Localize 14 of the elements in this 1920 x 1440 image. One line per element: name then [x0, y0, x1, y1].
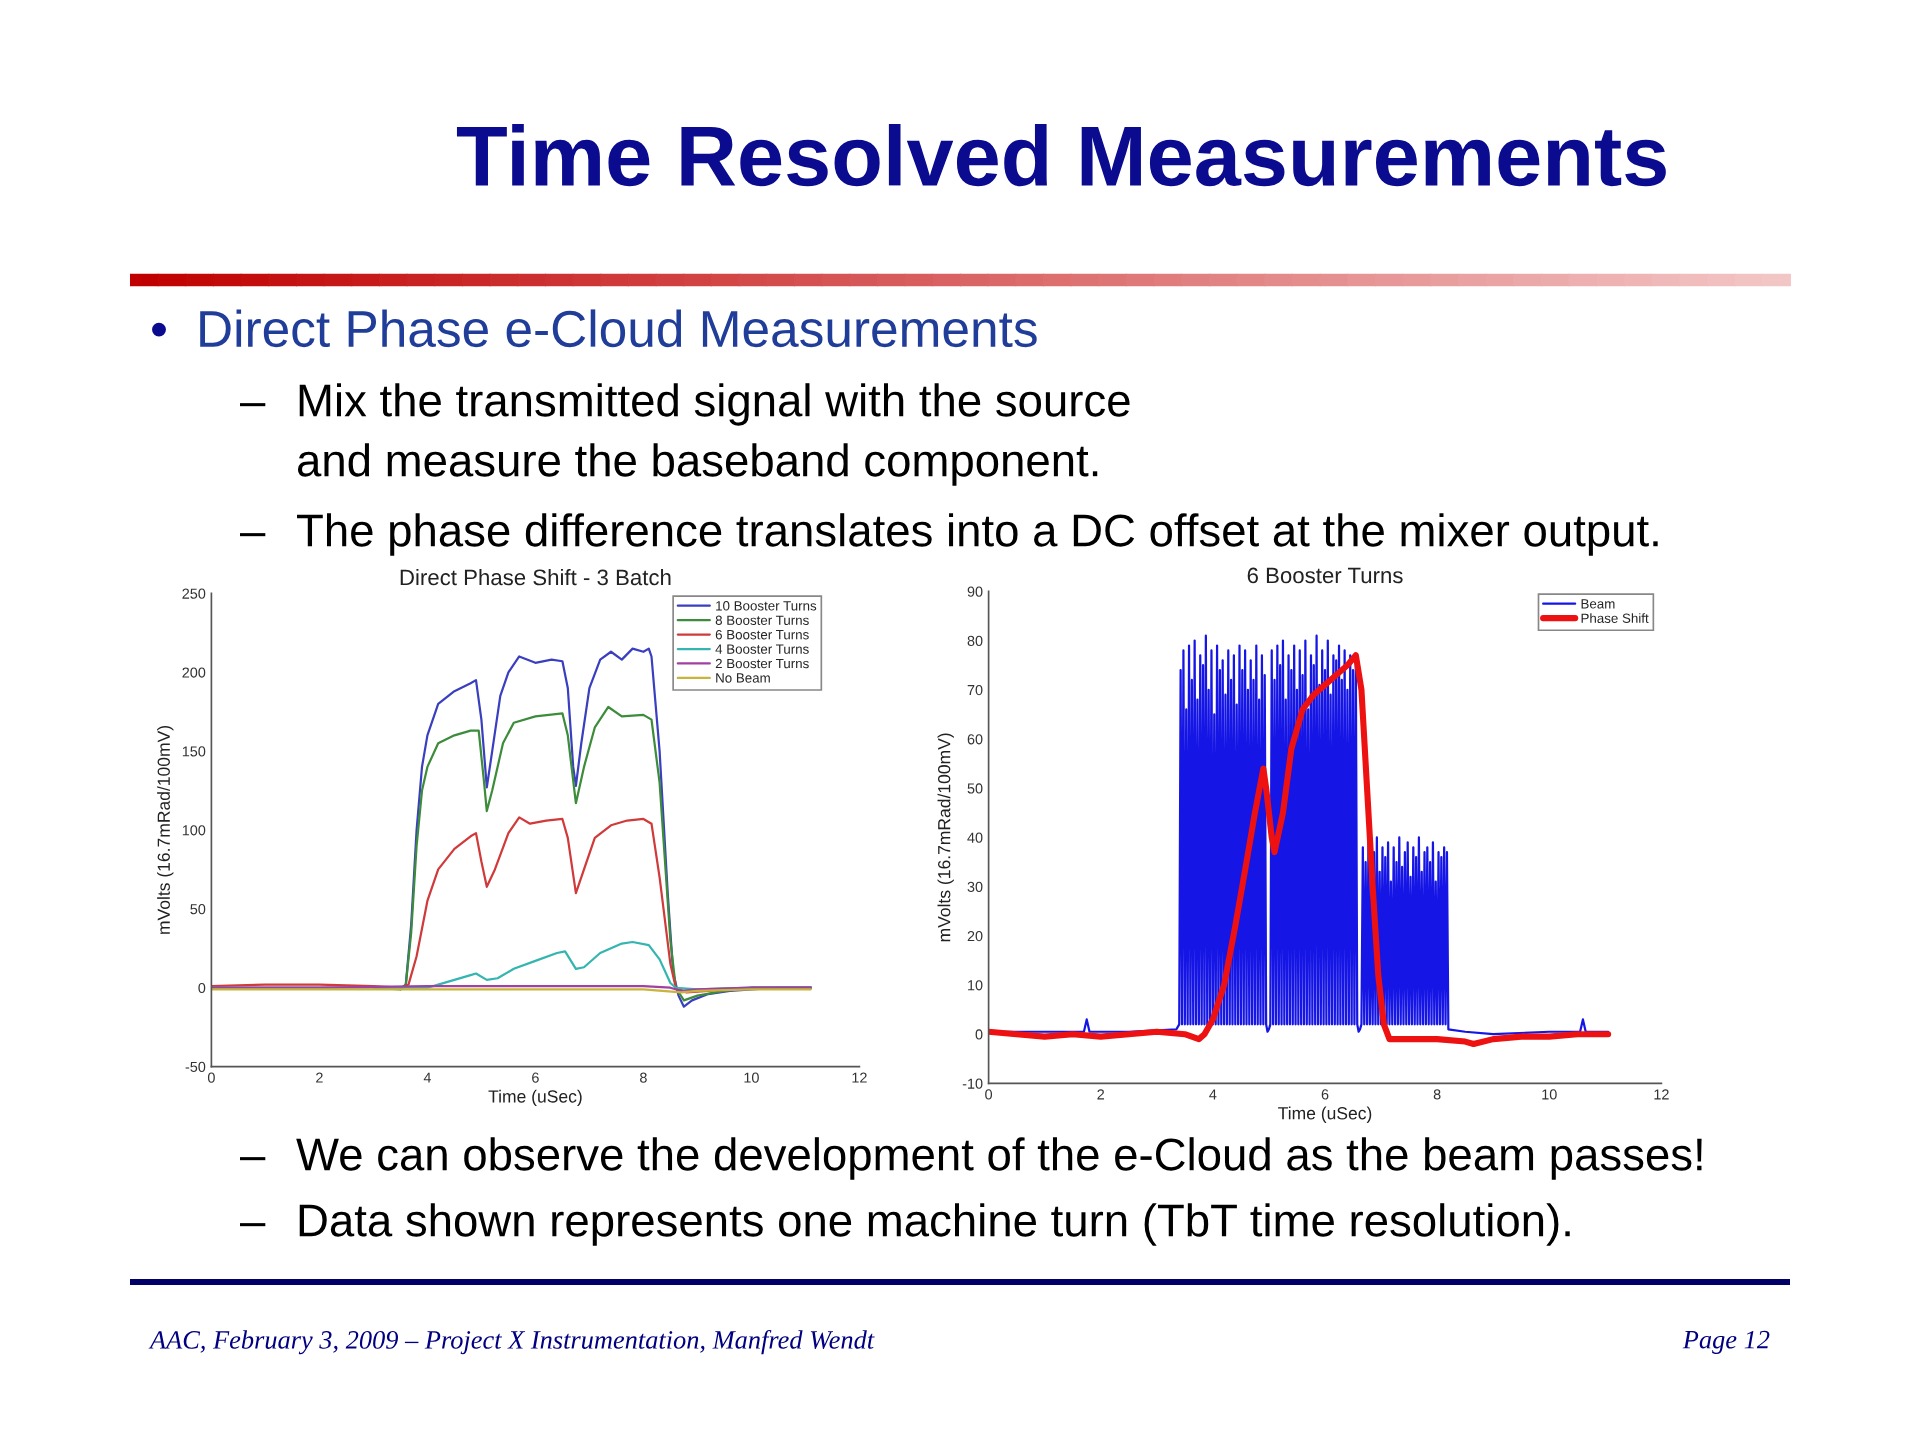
text: – We can observe the development of the e-Cloud as the beam passes!: [240, 1137, 1702, 1180]
text: – Data shown represents one machine turn (TbT time resolution).: [240, 1203, 1570, 1246]
text: Page 12: [1682, 1330, 1770, 1354]
text: – Mix the transmitted signal with the source and measure the baseband component.: [240, 383, 1130, 486]
text: – The phase difference translates into a DC offset at the mixer output.: [240, 513, 1658, 556]
x-axis-title: Time (uSec): [488, 1089, 582, 1107]
text: Time Resolved Measurements: [456, 124, 1666, 187]
chart-title: Direct Phase Shift - 3 Batch: [400, 568, 671, 586]
text: • Direct Phase e-Cloud Measurements: [152, 309, 1037, 348]
x-axis-title: Time (uSec): [1278, 1106, 1372, 1123]
y-axis-title: mVolts (16.7mRad/100mV): [157, 726, 174, 934]
text: AAC, February 3, 2009 – Project X Instrumentation, Manfred Wendt: [148, 1330, 875, 1355]
chart-title: 6 Booster Turns: [1247, 567, 1403, 584]
y-axis-title: mVolts (16.7mRad/100mV): [937, 733, 954, 942]
